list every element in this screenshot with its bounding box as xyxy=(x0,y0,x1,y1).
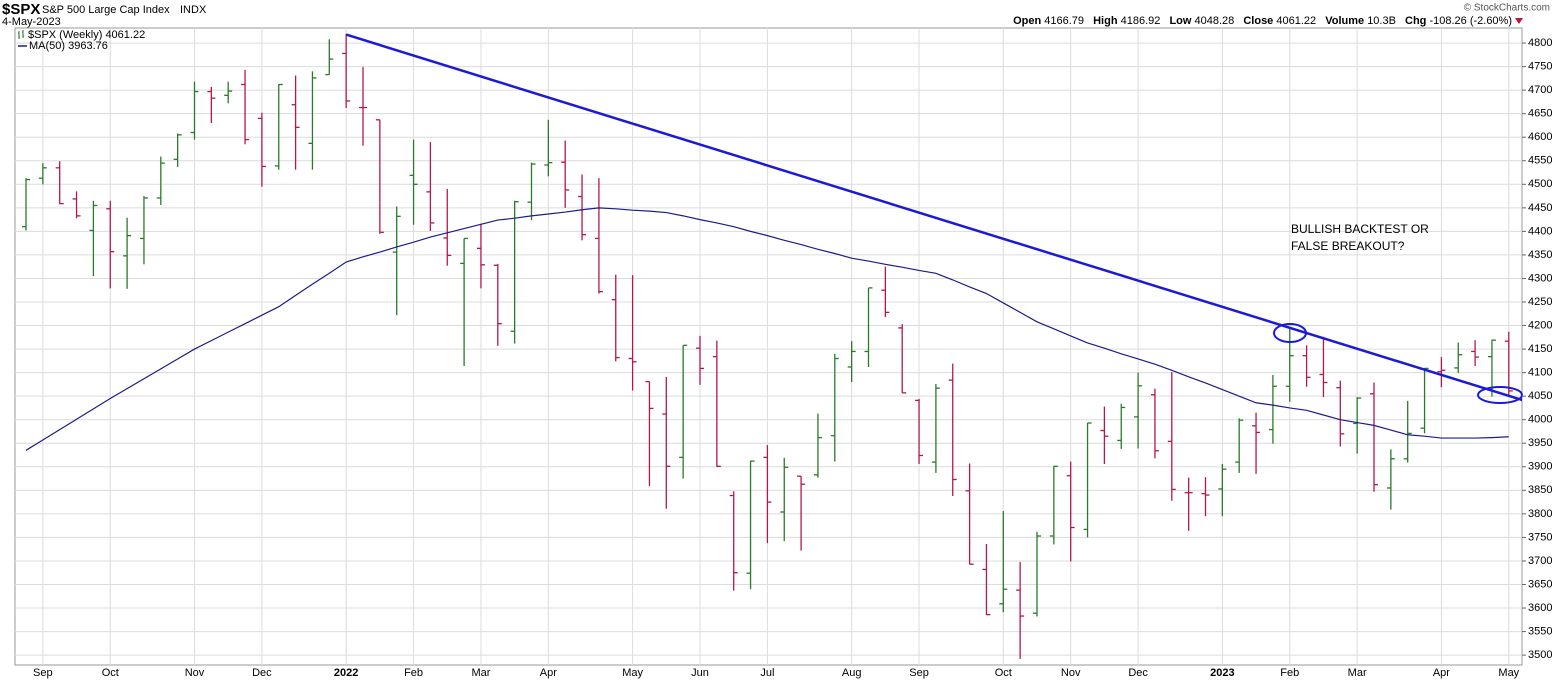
x-tick-label: Feb xyxy=(1280,667,1299,679)
moving-average-line xyxy=(25,207,1509,451)
quote-label: Volume xyxy=(1325,15,1364,27)
y-tick-label: 4650 xyxy=(1528,108,1552,120)
quote: Open 4166.79 High 4186.92 Low 4048.28 Cl… xyxy=(1013,15,1512,27)
quote-label: Low xyxy=(1169,15,1191,27)
legend: $SPX (Weekly) 4061.22 MA(50) 3963.76 xyxy=(18,29,145,52)
x-tick-label: Apr xyxy=(540,667,557,679)
x-tick-label: Apr xyxy=(1433,667,1450,679)
date: 4-May-2023 xyxy=(2,16,61,28)
y-tick-label: 4100 xyxy=(1528,367,1552,379)
x-tick-label: Sep xyxy=(33,667,53,679)
quote-label: Chg xyxy=(1405,15,1426,27)
x-tick-label: Jun xyxy=(691,667,709,679)
y-tick-label: 4200 xyxy=(1528,319,1552,331)
exchange: INDX xyxy=(180,4,207,16)
x-tick-label: Dec xyxy=(252,667,272,679)
x-tick-label: Feb xyxy=(404,667,423,679)
x-tick-label: May xyxy=(622,667,643,679)
y-tick-label: 3850 xyxy=(1528,484,1552,496)
x-tick-label: 2022 xyxy=(334,667,358,679)
y-tick-label: 3550 xyxy=(1528,625,1552,637)
y-tick-label: 3750 xyxy=(1528,531,1552,543)
grid xyxy=(15,28,1522,665)
plot-area xyxy=(14,27,1523,666)
legend-label: MA(50) xyxy=(29,40,65,52)
y-tick-label: 3600 xyxy=(1528,602,1552,614)
legend-text: MA(50) 3963.76 xyxy=(29,40,108,52)
x-tick-label: Dec xyxy=(1128,667,1148,679)
x-tick-label: Aug xyxy=(842,667,862,679)
watermark: © StockCharts.com xyxy=(1464,3,1550,14)
down-arrow xyxy=(1515,18,1523,24)
y-tick-label: 3650 xyxy=(1528,578,1552,590)
marks xyxy=(22,33,1522,659)
x-tick-label: Sep xyxy=(909,667,929,679)
y-tick-label: 4500 xyxy=(1528,178,1552,190)
quote-value: 4186.92 xyxy=(1121,15,1161,27)
x-tick-label: Oct xyxy=(102,667,119,679)
quote-label: Close xyxy=(1243,15,1273,27)
y-tick-label: 4150 xyxy=(1528,343,1552,355)
legend-text: $SPX (Weekly) 4061.22 xyxy=(28,29,145,41)
x-tick-label: Mar xyxy=(1348,667,1367,679)
y-tick-label: 3500 xyxy=(1528,649,1552,661)
y-tick-label: 4450 xyxy=(1528,202,1552,214)
y-tick-label: 4400 xyxy=(1528,225,1552,237)
legend-value: 3963.76 xyxy=(68,40,108,52)
quote-value: 4166.79 xyxy=(1044,15,1084,27)
x-tick-label: May xyxy=(1498,667,1519,679)
y-tick-label: 3950 xyxy=(1528,437,1552,449)
y-tick-label: 3700 xyxy=(1528,555,1552,567)
annotation: BULLISH BACKTEST OR xyxy=(1291,222,1429,236)
x-tick-label: Oct xyxy=(995,667,1012,679)
x-tick-label: Nov xyxy=(1061,667,1081,679)
x-tick-label: Mar xyxy=(471,667,490,679)
y-tick-label: 4250 xyxy=(1528,296,1552,308)
x-tick-label: Nov xyxy=(185,667,205,679)
y-tick-label: 4000 xyxy=(1528,414,1552,426)
y-tick-label: 3800 xyxy=(1528,508,1552,520)
annotation: FALSE BREAKOUT? xyxy=(1291,239,1405,253)
y-tick-label: 4350 xyxy=(1528,249,1552,261)
y-tick-label: 4800 xyxy=(1528,37,1552,49)
y-tick-label: 3900 xyxy=(1528,461,1552,473)
legend-label: $SPX (Weekly) xyxy=(28,29,102,41)
quote-value: 4048.28 xyxy=(1195,15,1235,27)
highlight-ellipse xyxy=(1477,386,1523,404)
index-name: S&P 500 Large Cap Index xyxy=(42,4,170,16)
quote-value: 4061.22 xyxy=(1276,15,1316,27)
y-tick-label: 4600 xyxy=(1528,131,1552,143)
quote-value: -108.26 (-2.60%) xyxy=(1429,15,1512,27)
quote-label: High xyxy=(1093,15,1118,27)
y-tick-label: 4750 xyxy=(1528,61,1552,73)
legend-value: 4061.22 xyxy=(105,29,145,41)
y-tick-label: 4700 xyxy=(1528,84,1552,96)
legend-icon xyxy=(18,30,24,39)
symbol: $SPX xyxy=(2,1,40,18)
quote-label: Open xyxy=(1013,15,1041,27)
y-tick-label: 4550 xyxy=(1528,155,1552,167)
x-tick-label: Jul xyxy=(760,667,774,679)
y-tick-label: 4050 xyxy=(1528,390,1552,402)
trend-line xyxy=(345,33,1522,402)
x-tick-label: 2023 xyxy=(1210,667,1234,679)
highlight-ellipse xyxy=(1273,323,1307,343)
y-tick-label: 4300 xyxy=(1528,272,1552,284)
quote-value: 10.3B xyxy=(1367,15,1396,27)
